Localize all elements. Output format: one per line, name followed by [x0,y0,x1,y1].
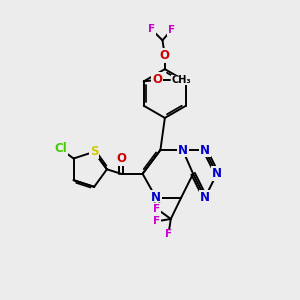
Text: O: O [160,49,170,62]
Text: CH₃: CH₃ [171,75,191,85]
Text: N: N [200,143,210,157]
Text: F: F [153,216,160,226]
Text: O: O [116,152,126,165]
Text: S: S [90,145,98,158]
Text: N: N [212,167,222,180]
Text: N: N [200,191,210,204]
Text: F: F [165,230,172,239]
Text: N: N [178,143,188,157]
Text: F: F [148,24,155,34]
Text: F: F [168,25,175,35]
Text: O: O [152,74,162,86]
Text: N: N [151,191,161,204]
Text: Cl: Cl [54,142,67,155]
Text: F: F [153,204,160,214]
Text: H: H [152,202,160,212]
